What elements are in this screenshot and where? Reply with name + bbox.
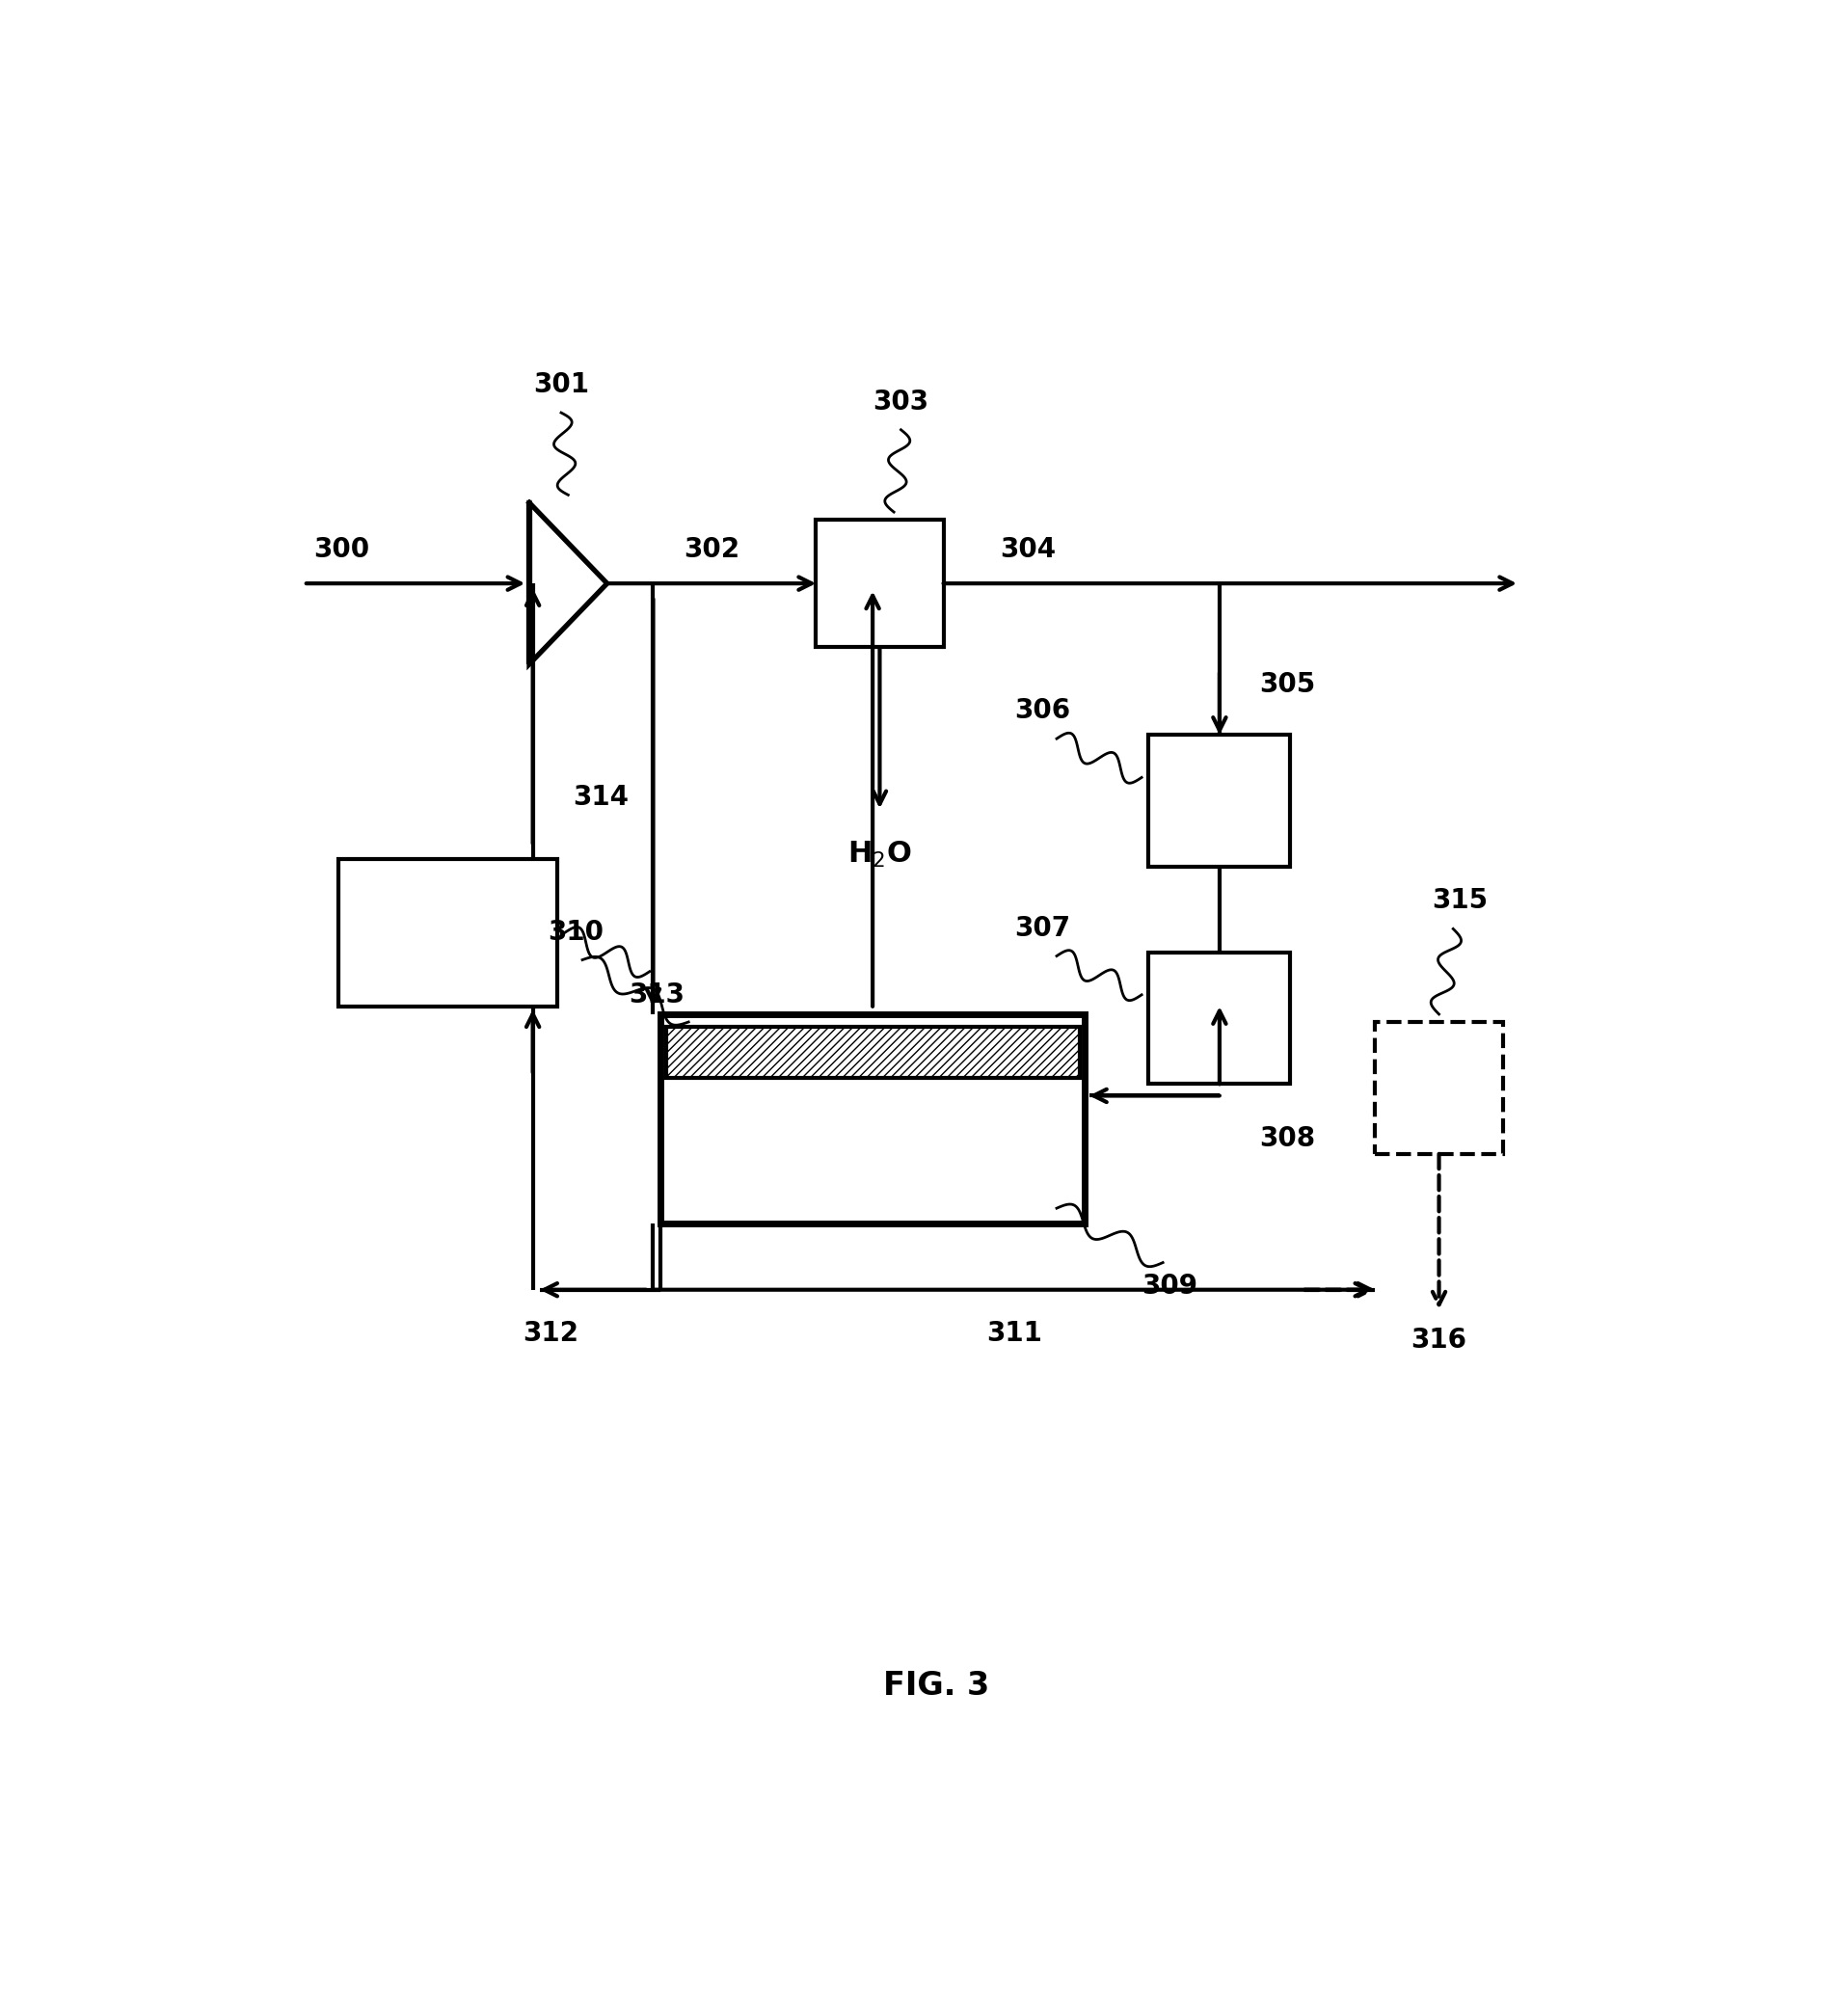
Text: 304: 304 bbox=[1001, 536, 1056, 562]
Text: 300: 300 bbox=[314, 536, 369, 562]
Text: 312: 312 bbox=[523, 1320, 579, 1347]
Text: 311: 311 bbox=[987, 1320, 1041, 1347]
Text: FIG. 3: FIG. 3 bbox=[882, 1669, 990, 1702]
Bar bbox=[1376, 1022, 1502, 1153]
Bar bbox=[1149, 952, 1290, 1085]
Bar bbox=[665, 1026, 1080, 1079]
Text: 306: 306 bbox=[1014, 698, 1071, 724]
Text: 315: 315 bbox=[1432, 887, 1489, 915]
Text: 301: 301 bbox=[533, 371, 588, 399]
Bar bbox=[338, 859, 557, 1006]
Text: 310: 310 bbox=[548, 919, 603, 946]
Text: 305: 305 bbox=[1259, 671, 1315, 698]
Text: 309: 309 bbox=[1142, 1272, 1199, 1300]
Text: 316: 316 bbox=[1410, 1327, 1467, 1353]
Text: 307: 307 bbox=[1014, 915, 1071, 941]
Text: 303: 303 bbox=[873, 389, 928, 415]
Bar bbox=[1149, 734, 1290, 867]
Bar bbox=[660, 1014, 1085, 1224]
Text: H$_2$O: H$_2$O bbox=[848, 841, 912, 871]
Text: 313: 313 bbox=[628, 982, 685, 1008]
Text: 302: 302 bbox=[683, 536, 740, 562]
Text: 308: 308 bbox=[1259, 1125, 1315, 1151]
Text: 314: 314 bbox=[572, 784, 628, 810]
Bar bbox=[817, 520, 943, 647]
